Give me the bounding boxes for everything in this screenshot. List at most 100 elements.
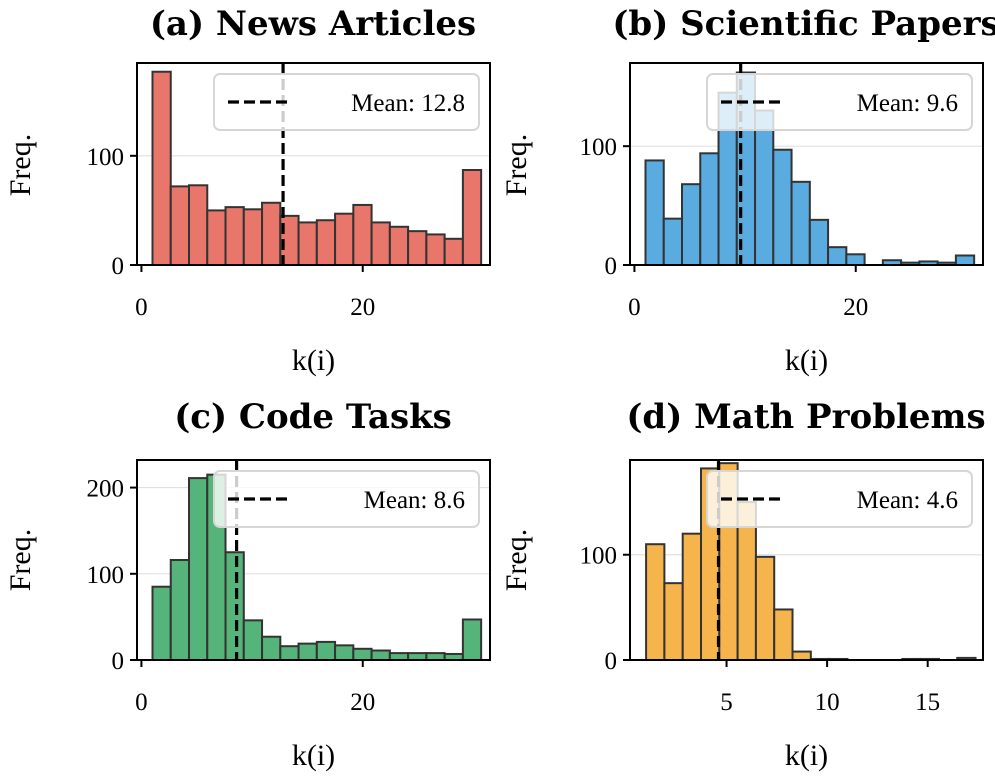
histogram-bar: [425, 233, 446, 267]
histogram-bar: [681, 532, 703, 661]
legend: Mean: 4.6: [706, 470, 973, 528]
x-tick-label: 10: [815, 689, 840, 716]
histogram-bar: [388, 225, 410, 266]
histogram-bar: [662, 217, 684, 267]
x-axis-label: k(i): [785, 344, 828, 377]
histogram-bar: [772, 148, 793, 267]
legend: Mean: 12.8: [213, 73, 480, 131]
histogram-bar: [407, 230, 428, 266]
chart-math: (d) Math Problems 5 10 15 0 100 k(i) Freq. Mean:…: [500, 397, 986, 772]
histogram-bar: [279, 645, 300, 662]
histogram-bar: [790, 180, 811, 266]
x-axis-label: k(i): [292, 739, 335, 772]
histogram-bar: [645, 543, 666, 661]
y-tick-label: 200: [87, 476, 125, 503]
y-axis-label: Freq.: [500, 134, 533, 197]
y-axis-label: Freq.: [4, 134, 37, 197]
y-tick-label: 100: [87, 562, 125, 589]
x-tick-label: 20: [843, 294, 868, 321]
histogram-bar: [261, 201, 282, 266]
histogram-bar: [954, 254, 976, 266]
histogram-bar: [169, 185, 191, 267]
histogram-bar: [315, 640, 337, 661]
histogram-bar: [827, 246, 848, 266]
y-axis-label: Freq.: [500, 529, 533, 592]
histogram-bar: [443, 237, 464, 267]
legend: Mean: 8.6: [213, 470, 480, 528]
y-tick-label: 0: [112, 253, 125, 280]
histogram-bar: [224, 551, 245, 662]
chart-science: (b) Scientific Papers 0 20 0 100 k(i) Freq. Mea…: [500, 4, 995, 377]
legend-box: [213, 73, 480, 131]
histogram-bar: [773, 608, 794, 662]
histogram-bar: [151, 70, 172, 266]
histogram-bar: [754, 109, 775, 266]
legend-box: [213, 470, 480, 528]
histogram-bar: [644, 159, 665, 266]
legend-label: Mean: 4.6: [857, 487, 958, 514]
x-tick-label: 0: [135, 294, 148, 321]
histogram-bar: [370, 221, 391, 266]
axes-frame: [136, 62, 491, 266]
histogram-bar: [261, 635, 282, 661]
histogram-bar: [297, 221, 318, 266]
histogram-bar: [151, 585, 172, 661]
y-tick-label: 100: [87, 144, 125, 171]
x-tick-label: 5: [720, 689, 733, 716]
histogram-bar: [242, 619, 264, 662]
histogram-bar: [315, 219, 337, 267]
histogram-bar: [352, 203, 373, 267]
histogram-bar: [407, 652, 428, 662]
x-tick-label: 0: [628, 294, 641, 321]
axes-frame: [629, 459, 984, 661]
histogram-bar: [188, 184, 209, 266]
x-tick-label: 20: [350, 294, 375, 321]
histogram-bar: [188, 477, 209, 661]
legend-label: Mean: 12.8: [351, 90, 465, 117]
x-axis-label: k(i): [292, 344, 335, 377]
histogram-bar: [425, 652, 446, 662]
y-tick-label: 0: [605, 648, 618, 675]
chart-title: (c) Code Tasks: [174, 397, 452, 437]
histogram-bar: [388, 652, 410, 662]
legend: Mean: 9.6: [706, 73, 973, 131]
legend-label: Mean: 8.6: [364, 487, 465, 514]
histogram-bar: [352, 647, 373, 661]
chart-title: (d) Math Problems: [626, 397, 985, 437]
histogram-bar: [334, 212, 355, 266]
histogram-bar: [297, 642, 318, 661]
y-tick-label: 0: [605, 253, 618, 280]
histogram-bar: [754, 555, 776, 661]
histogram-bar: [169, 559, 191, 661]
chart-title: (b) Scientific Papers: [612, 4, 995, 44]
histogram-bar: [334, 644, 355, 662]
chart-news: (a) News Articles 0 20 0 100 k(i) Freq. Mean: 1…: [4, 4, 491, 377]
histogram-bar: [224, 206, 245, 266]
histogram-bar: [681, 183, 702, 266]
x-axis-label: k(i): [785, 739, 828, 772]
histogram-bar: [845, 253, 866, 266]
y-tick-label: 100: [580, 134, 618, 161]
x-tick-label: 15: [915, 689, 940, 716]
histogram-bar: [699, 152, 720, 266]
chart-title: (a) News Articles: [150, 4, 476, 44]
histogram-bar: [206, 209, 227, 267]
y-axis-label: Freq.: [4, 529, 37, 592]
histogram-bar: [808, 218, 830, 267]
histogram-bar: [461, 169, 483, 266]
histogram-bar: [370, 649, 391, 661]
y-tick-label: 0: [112, 648, 125, 675]
x-tick-label: 20: [350, 689, 375, 716]
y-tick-label: 100: [580, 543, 618, 570]
histogram-bar: [242, 208, 264, 266]
legend-box: [706, 470, 973, 528]
legend-label: Mean: 9.6: [857, 90, 958, 117]
legend-box: [706, 73, 973, 131]
histogram-bar: [663, 582, 684, 661]
axes-frame: [629, 62, 984, 266]
histogram-bar: [461, 618, 483, 662]
histogram-bar: [791, 650, 812, 661]
x-tick-label: 0: [135, 689, 148, 716]
